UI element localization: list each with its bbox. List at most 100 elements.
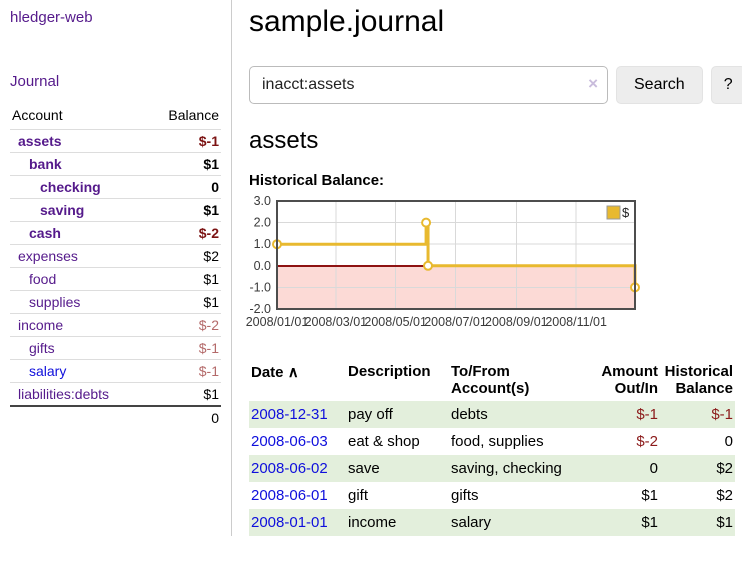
sidebar-account-link-expenses[interactable]: expenses bbox=[18, 248, 78, 264]
transaction-date-link[interactable]: 2008-01-01 bbox=[251, 514, 328, 531]
accounts-table: Account Balance assets $-1 bank $1 checking 0… bbox=[10, 103, 221, 429]
transaction-date-cell: 2008-06-03 bbox=[249, 428, 346, 455]
register-header-row: Date ∧ Description To/From Account(s) Am… bbox=[249, 359, 735, 401]
chart-ytick-label: 2.0 bbox=[254, 216, 271, 230]
accounts-header-row: Account Balance bbox=[10, 103, 221, 130]
account-row: food $1 bbox=[10, 267, 221, 291]
transaction-date-link[interactable]: 2008-06-02 bbox=[251, 460, 328, 477]
clear-search-icon[interactable]: × bbox=[588, 74, 598, 93]
transaction-balance: $-1 bbox=[711, 406, 733, 423]
sidebar-account-link-salary[interactable]: salary bbox=[29, 363, 67, 379]
account-name-cell: salary bbox=[10, 359, 147, 383]
account-row: supplies $1 bbox=[10, 290, 221, 314]
sidebar-item-journal[interactable]: Journal bbox=[10, 73, 60, 90]
account-row: gifts $-1 bbox=[10, 336, 221, 360]
register-table-body: 2008-12-31 pay off debts $-1 $-1 2008-06-03 ea… bbox=[249, 401, 735, 536]
sidebar-account-link-assets[interactable]: assets bbox=[18, 133, 62, 149]
account-row: income $-2 bbox=[10, 313, 221, 337]
register-header-date[interactable]: Date ∧ bbox=[249, 359, 346, 401]
account-name-cell: expenses bbox=[10, 244, 147, 268]
transaction-date-cell: 2008-06-02 bbox=[249, 455, 346, 482]
account-balance: $2 bbox=[146, 244, 221, 268]
transaction-balance: $2 bbox=[716, 460, 733, 477]
account-row: assets $-1 bbox=[10, 129, 221, 153]
accounts-header-account: Account bbox=[12, 107, 63, 123]
chart-ytick-label: 1.0 bbox=[254, 237, 271, 251]
account-heading: assets bbox=[249, 127, 319, 154]
sidebar-account-link-gifts[interactable]: gifts bbox=[29, 340, 55, 356]
app-title-link[interactable]: hledger-web bbox=[10, 9, 93, 26]
account-name-cell: cash bbox=[10, 221, 147, 245]
chart-ytick-label: -1.0 bbox=[249, 280, 271, 294]
search-form: × Search ? bbox=[249, 66, 742, 104]
transaction-row: 2008-06-02 save saving, checking 0 $2 bbox=[249, 455, 735, 482]
help-button[interactable]: ? bbox=[710, 66, 742, 104]
sidebar-account-link-liabilities-debts[interactable]: liabilities:debts bbox=[18, 386, 110, 402]
sidebar-account-link-bank[interactable]: bank bbox=[29, 156, 62, 172]
register-header-description: Description bbox=[348, 363, 431, 380]
chart-xtick-label: 2008/01/01 bbox=[246, 315, 309, 329]
account-row: bank $1 bbox=[10, 152, 221, 176]
transaction-description: income bbox=[348, 514, 397, 531]
accounts-table-body: assets $-1 bank $1 checking 0 saving $1 cash $-2 e… bbox=[10, 129, 221, 406]
transaction-description: save bbox=[348, 460, 380, 477]
account-balance: $-2 bbox=[146, 221, 221, 245]
transaction-accounts: gifts bbox=[451, 487, 479, 504]
sidebar: hledger-web Journal Account Balance asse… bbox=[0, 0, 232, 536]
sort-ascending-icon: ∧ bbox=[287, 364, 299, 381]
sidebar-account-link-checking[interactable]: checking bbox=[40, 179, 101, 195]
account-name-cell: income bbox=[10, 313, 147, 337]
account-row: checking 0 bbox=[10, 175, 221, 199]
chart-border bbox=[276, 200, 636, 310]
account-balance: $1 bbox=[146, 382, 221, 406]
transaction-amount: $-1 bbox=[636, 406, 658, 423]
account-balance: 0 bbox=[146, 175, 221, 199]
register-header-date-label: Date bbox=[251, 364, 284, 381]
accounts-total-spacer bbox=[10, 405, 147, 429]
accounts-total-value: 0 bbox=[146, 405, 221, 429]
sidebar-account-link-cash[interactable]: cash bbox=[29, 225, 61, 241]
transaction-date-link[interactable]: 2008-06-01 bbox=[251, 487, 328, 504]
account-name-cell: bank bbox=[10, 152, 147, 176]
sidebar-account-link-saving[interactable]: saving bbox=[40, 202, 85, 218]
sidebar-account-link-supplies[interactable]: supplies bbox=[29, 294, 81, 310]
chart-ytick-label: 3.0 bbox=[254, 194, 271, 208]
transaction-balance: $1 bbox=[716, 514, 733, 531]
account-row: liabilities:debts $1 bbox=[10, 382, 221, 406]
transaction-balance: 0 bbox=[724, 433, 733, 450]
chart-xtick-label: 2008/11/01 bbox=[545, 315, 607, 329]
account-balance: $1 bbox=[146, 152, 221, 176]
transaction-description: pay off bbox=[348, 406, 393, 423]
account-name-cell: food bbox=[10, 267, 147, 291]
search-button[interactable]: Search bbox=[616, 66, 703, 104]
chart-xtick-label: 2008/07/01 bbox=[424, 315, 487, 329]
sidebar-account-link-food[interactable]: food bbox=[29, 271, 57, 287]
chart-data-point[interactable] bbox=[423, 260, 434, 271]
chart-xtick-label: 2008/05/01 bbox=[364, 315, 427, 329]
transaction-row: 2008-06-01 gift gifts $1 $2 bbox=[249, 482, 735, 509]
search-box: × bbox=[249, 66, 608, 104]
chart-xtick-label: 2008/03/01 bbox=[305, 315, 368, 329]
page: hledger-web Journal Account Balance asse… bbox=[0, 0, 742, 536]
transaction-accounts: food, supplies bbox=[451, 433, 544, 450]
transaction-date-link[interactable]: 2008-06-03 bbox=[251, 433, 328, 450]
account-balance: $1 bbox=[146, 267, 221, 291]
transaction-row: 2008-12-31 pay off debts $-1 $-1 bbox=[249, 401, 735, 428]
chart-svg: 3.0 2.0 1.0 0.0 -1.0 -2.02008/01/012008/03/01… bbox=[246, 194, 640, 329]
account-row: expenses $2 bbox=[10, 244, 221, 268]
sidebar-account-link-income[interactable]: income bbox=[18, 317, 64, 333]
transaction-amount: $1 bbox=[641, 487, 658, 504]
transaction-balance: $2 bbox=[716, 487, 733, 504]
account-name-cell: saving bbox=[10, 198, 147, 222]
account-name-cell: supplies bbox=[10, 290, 147, 314]
account-balance: $-1 bbox=[146, 129, 221, 153]
register-header-accounts: To/From Account(s) bbox=[451, 363, 530, 397]
transaction-date-link[interactable]: 2008-12-31 bbox=[251, 406, 328, 423]
register-header-balance: Historical Balance bbox=[664, 363, 733, 397]
search-input[interactable] bbox=[249, 66, 608, 104]
register-table: Date ∧ Description To/From Account(s) Am… bbox=[249, 359, 735, 536]
chart-data-point[interactable] bbox=[421, 217, 432, 228]
historical-balance-chart: 3.0 2.0 1.0 0.0 -1.0 -2.0 2008/01/01 2008/03/01… bbox=[240, 193, 742, 345]
transaction-row: 2008-01-01 income salary $1 $1 bbox=[249, 509, 735, 536]
transaction-amount: 0 bbox=[649, 460, 658, 477]
